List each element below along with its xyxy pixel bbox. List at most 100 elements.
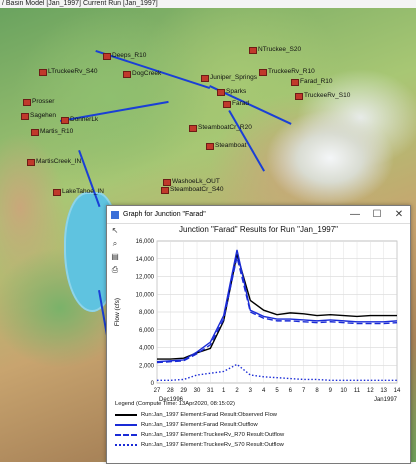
map-label[interactable]: DonnerLk xyxy=(70,116,99,123)
close-button[interactable]: ✕ xyxy=(394,208,404,220)
chart-heading: Junction "Farad" Results for Run "Jan_19… xyxy=(179,225,338,234)
y-tick-label: 12,000 xyxy=(136,275,155,281)
map-node-icon[interactable] xyxy=(206,143,214,150)
map-label[interactable]: Juniper_Springs xyxy=(210,74,257,81)
map-label[interactable]: Farad_R10 xyxy=(300,78,333,85)
series-line xyxy=(156,249,398,363)
x-sublabel: Dec1996 xyxy=(159,397,184,403)
map-label[interactable]: Sagehen xyxy=(30,112,57,119)
x-tick-label: 10 xyxy=(340,388,347,394)
legend-swatch xyxy=(115,434,137,436)
map-label[interactable]: TruckeeRv_S10 xyxy=(304,92,351,99)
graph-window-title: Graph for Junction "Farad" xyxy=(123,211,206,218)
graph-window-titlebar[interactable]: Graph for Junction "Farad" — ☐ ✕ xyxy=(107,206,410,224)
map-node-icon[interactable] xyxy=(259,69,267,76)
x-tick-label: 9 xyxy=(329,388,333,394)
x-tick-label: 12 xyxy=(367,388,374,394)
map-node-icon[interactable] xyxy=(295,93,303,100)
x-tick-label: 2 xyxy=(235,388,239,394)
x-tick-label: 1 xyxy=(222,388,226,394)
map-label[interactable]: Deeps_R10 xyxy=(112,52,147,59)
legend-swatch xyxy=(115,444,137,446)
map-label[interactable]: Steamboat xyxy=(215,142,247,149)
legend-header: Legend (Compute Time: 13Apr2020, 08:15:0… xyxy=(115,401,235,407)
map-label[interactable]: DogCreek xyxy=(132,70,162,77)
print-tool-icon[interactable]: ⎙ xyxy=(111,265,119,274)
x-tick-label: 7 xyxy=(302,388,306,394)
map-node-icon[interactable] xyxy=(23,99,31,106)
legend-item: Run:Jan_1997 Element:Farad Result:Outflo… xyxy=(115,420,405,430)
x-tick-label: 27 xyxy=(154,388,161,394)
map-node-icon[interactable] xyxy=(31,129,39,136)
map-label[interactable]: Sparks xyxy=(226,88,247,95)
map-node-icon[interactable] xyxy=(217,89,225,96)
y-tick-label: 2,000 xyxy=(139,363,155,369)
map-label[interactable]: Prosser xyxy=(32,98,55,105)
x-tick-label: 11 xyxy=(354,388,361,394)
map-node-icon[interactable] xyxy=(163,179,171,186)
legend-item: Run:Jan_1997 Element:TruckeeRv_R70 Resul… xyxy=(115,430,405,440)
legend-label: Run:Jan_1997 Element:TruckeeRv_R70 Resul… xyxy=(141,432,285,438)
map-label[interactable]: MartisCreek_IN xyxy=(36,158,82,165)
x-tick-label: 31 xyxy=(207,388,214,394)
series-line xyxy=(156,256,398,364)
x-tick-label: 5 xyxy=(275,388,279,394)
map-label[interactable]: WashoeLk_OUT xyxy=(172,178,220,185)
map-node-icon[interactable] xyxy=(123,71,131,78)
map-node-icon[interactable] xyxy=(189,125,197,132)
y-tick-label: 8,000 xyxy=(139,310,155,316)
legend-item: Run:Jan_1997 Element:Farad Result:Observ… xyxy=(115,410,405,420)
x-tick-label: 4 xyxy=(262,388,266,394)
x-tick-label: 29 xyxy=(180,388,187,394)
map-node-icon[interactable] xyxy=(27,159,35,166)
map-label[interactable]: Martis_R10 xyxy=(40,128,74,135)
x-tick-label: 13 xyxy=(380,388,387,394)
x-tick-label: 8 xyxy=(315,388,319,394)
minimize-button[interactable]: — xyxy=(350,208,360,220)
map-label[interactable]: SteamboatCr_R20 xyxy=(198,124,252,131)
flow-chart[interactable]: 0 2,000 4,000 6,000 8,000 10,000 12,000 14,000 1… xyxy=(107,233,410,413)
x-tick-label: 30 xyxy=(194,388,201,394)
map-label[interactable]: TruckeeRv_R10 xyxy=(268,68,315,75)
legend-item: Run:Jan_1997 Element:TruckeeRv_S70 Resul… xyxy=(115,440,405,450)
y-tick-label: 6,000 xyxy=(139,328,155,334)
x-sublabel: Jan1997 xyxy=(374,397,398,403)
chart-legend: Legend (Compute Time: 13Apr2020, 08:15:0… xyxy=(115,401,405,450)
x-tick-label: 28 xyxy=(167,388,174,394)
map-node-icon[interactable] xyxy=(223,101,231,108)
map-node-icon[interactable] xyxy=(161,187,169,194)
properties-tool-icon[interactable]: ▤ xyxy=(111,252,119,261)
graph-window[interactable]: Graph for Junction "Farad" — ☐ ✕ ↖ ⌕ ▤ ⎙… xyxy=(106,205,411,464)
zoom-tool-icon[interactable]: ⌕ xyxy=(112,239,118,248)
basin-window-title: / Basin Model [Jan_1997] Current Run [Ja… xyxy=(0,0,416,8)
map-label[interactable]: SteamboatCr_S40 xyxy=(170,186,224,193)
map-node-icon[interactable] xyxy=(61,117,69,124)
legend-label: Run:Jan_1997 Element:TruckeeRv_S70 Resul… xyxy=(141,442,284,448)
map-label[interactable]: NTruckee_S20 xyxy=(258,46,302,53)
map-node-icon[interactable] xyxy=(21,113,29,120)
maximize-button[interactable]: ☐ xyxy=(372,208,382,220)
graph-icon xyxy=(111,210,119,219)
y-tick-label: 4,000 xyxy=(139,346,155,352)
x-tick-label: 3 xyxy=(249,388,253,394)
x-tick-label: 6 xyxy=(289,388,293,394)
y-tick-label: 10,000 xyxy=(136,292,155,298)
legend-label: Run:Jan_1997 Element:Farad Result:Outflo… xyxy=(141,422,258,428)
x-tick-label: 14 xyxy=(394,388,401,394)
map-node-icon[interactable] xyxy=(201,75,209,82)
map-label[interactable]: LakeTahoe_IN xyxy=(62,188,104,195)
legend-swatch xyxy=(115,414,137,416)
series-line xyxy=(157,363,397,382)
map-label[interactable]: LTruckeeRv_S40 xyxy=(48,68,98,75)
y-tick-label: 14,000 xyxy=(136,257,155,263)
legend-swatch xyxy=(115,424,137,426)
map-node-icon[interactable] xyxy=(53,189,61,196)
map-node-icon[interactable] xyxy=(39,69,47,76)
map-label[interactable]: Farad xyxy=(232,100,249,107)
series-line xyxy=(157,254,397,360)
y-tick-label: 0 xyxy=(151,381,155,387)
map-node-icon[interactable] xyxy=(103,53,111,60)
map-node-icon[interactable] xyxy=(249,47,257,54)
map-node-icon[interactable] xyxy=(291,79,299,86)
pointer-tool-icon[interactable]: ↖ xyxy=(111,226,119,235)
